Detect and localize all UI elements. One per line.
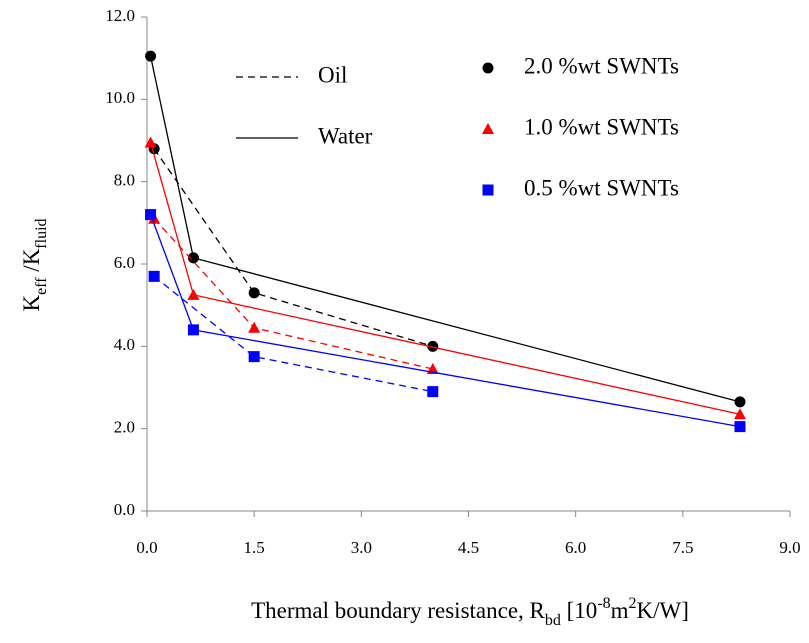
x-tick-label: 6.0 bbox=[565, 538, 586, 557]
x-axis-label-part: [10 bbox=[561, 598, 597, 623]
x-axis-label-part: m bbox=[611, 598, 629, 623]
y-tick-label: 10.0 bbox=[105, 88, 135, 107]
y-tick-label: 12.0 bbox=[105, 6, 135, 25]
legend-marker bbox=[482, 123, 494, 134]
legend-oil-label: Oil bbox=[318, 62, 347, 87]
x-tick-label: 4.5 bbox=[458, 538, 479, 557]
point bbox=[734, 396, 746, 408]
point bbox=[427, 386, 439, 398]
y-axis-label-part: fluid bbox=[33, 218, 50, 248]
legend-label: 0.5 %wt SWNTs bbox=[524, 175, 679, 200]
y-axis-label-part: K bbox=[19, 295, 44, 312]
x-axis-label: Thermal boundary resistance, Rbd [10-8m2… bbox=[251, 595, 689, 629]
point bbox=[148, 270, 160, 282]
y-axis-label: Keff /Kfluid bbox=[19, 218, 50, 311]
legend-marker bbox=[482, 62, 494, 74]
point bbox=[144, 136, 157, 148]
point bbox=[187, 288, 200, 300]
legend-water-label: Water bbox=[318, 123, 373, 148]
y-tick-label: 4.0 bbox=[114, 335, 135, 354]
point bbox=[187, 324, 199, 336]
point bbox=[248, 321, 261, 333]
point bbox=[733, 408, 746, 420]
legend-item: 1.0 %wt SWNTs bbox=[482, 114, 679, 139]
x-tick-label: 1.5 bbox=[244, 538, 265, 557]
legend-label: 2.0 %wt SWNTs bbox=[524, 53, 679, 78]
x-axis-label-part: -8 bbox=[597, 595, 610, 612]
x-axis-label-part: 2 bbox=[629, 595, 637, 612]
point bbox=[427, 340, 439, 352]
y-axis-label-part: /K bbox=[19, 248, 44, 277]
y-tick-label: 6.0 bbox=[114, 253, 135, 272]
y-tick-label: 0.0 bbox=[114, 500, 135, 519]
x-tick-label: 3.0 bbox=[351, 538, 372, 557]
x-tick-label: 7.5 bbox=[672, 538, 693, 557]
legend-item: 0.5 %wt SWNTs bbox=[482, 175, 679, 200]
x-axis-label-part: K/W] bbox=[637, 598, 689, 623]
y-axis-label-part: eff bbox=[33, 277, 50, 295]
point bbox=[145, 50, 157, 62]
point bbox=[187, 252, 199, 264]
point bbox=[734, 421, 746, 433]
x-tick-label: 9.0 bbox=[779, 538, 800, 557]
y-tick-label: 8.0 bbox=[114, 171, 135, 190]
x-tick-label: 0.0 bbox=[136, 538, 157, 557]
legend-item: 2.0 %wt SWNTs bbox=[482, 53, 679, 78]
y-tick-label: 2.0 bbox=[114, 418, 135, 437]
legend-marker bbox=[482, 184, 494, 196]
x-axis-label-part: bd bbox=[545, 612, 561, 629]
point bbox=[248, 287, 260, 299]
legend-label: 1.0 %wt SWNTs bbox=[524, 114, 679, 139]
point bbox=[248, 351, 260, 363]
x-axis-label-part: Thermal boundary resistance, R bbox=[251, 598, 545, 623]
point bbox=[145, 209, 157, 221]
oil-line bbox=[153, 275, 433, 393]
